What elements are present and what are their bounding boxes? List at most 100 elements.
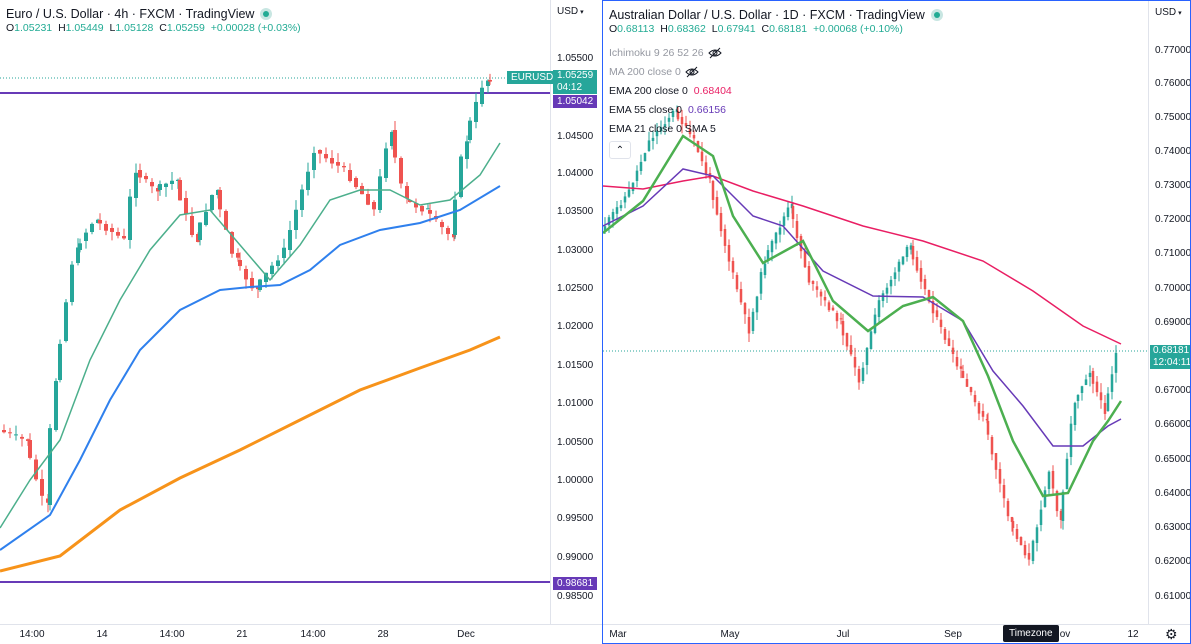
price-tick-label: 0.65000 bbox=[1155, 454, 1191, 465]
candle-body bbox=[78, 243, 82, 250]
candle-body bbox=[631, 182, 635, 191]
candle-body bbox=[635, 170, 639, 181]
price-tick-label: 0.61000 bbox=[1155, 591, 1191, 602]
candle-body bbox=[951, 347, 955, 355]
candle-body bbox=[210, 194, 214, 210]
candle-body bbox=[54, 381, 58, 430]
candle-body bbox=[224, 211, 228, 230]
candle-body bbox=[723, 229, 727, 246]
ema21-line bbox=[603, 134, 1123, 498]
candle-body bbox=[841, 321, 845, 336]
candle-body bbox=[927, 290, 931, 302]
indicator-ma200[interactable]: MA 200 close 0 bbox=[609, 62, 943, 81]
candle-body bbox=[198, 222, 202, 240]
candle-body bbox=[667, 117, 671, 122]
candle-body bbox=[34, 459, 38, 480]
candle-body bbox=[778, 227, 782, 235]
candle-body bbox=[684, 123, 688, 127]
candle-body bbox=[877, 300, 881, 317]
currency-label[interactable]: USD ▾ bbox=[1155, 7, 1182, 18]
candle-body bbox=[659, 127, 663, 132]
candle-body bbox=[1015, 529, 1019, 539]
candle-body bbox=[420, 206, 424, 212]
candle-body bbox=[651, 137, 655, 141]
candle-body bbox=[1073, 402, 1077, 425]
candle-body bbox=[711, 181, 715, 200]
eye-crossed-icon[interactable] bbox=[707, 47, 722, 59]
gear-icon[interactable]: ⚙ bbox=[1165, 626, 1178, 642]
candle-body bbox=[905, 246, 909, 257]
audusd-chart-pane[interactable]: Australian Dollar / U.S. Dollar · 1D · F… bbox=[602, 0, 1191, 644]
candle-body bbox=[845, 333, 849, 347]
price-tick-label: 0.70000 bbox=[1155, 283, 1191, 294]
candle-body bbox=[244, 269, 248, 280]
eurusd-chart-pane[interactable]: Euro / U.S. Dollar · 4h · FXCM · Trading… bbox=[0, 0, 602, 644]
eurusd-price-scale[interactable]: USD ▾ 1.05500 1.04500 1.04000 1.03500 1.03000… bbox=[507, 0, 602, 624]
candle-body bbox=[264, 272, 268, 282]
candle-body bbox=[20, 436, 24, 439]
hline-lower-tag: 0.98681 bbox=[553, 577, 598, 590]
candle-body bbox=[178, 180, 182, 201]
candle-body bbox=[782, 216, 786, 226]
indicator-ema21[interactable]: EMA 21 close 0 SMA 5 bbox=[609, 122, 716, 135]
candle-body bbox=[1110, 374, 1114, 392]
candle-body bbox=[1055, 491, 1059, 512]
price-tick-label: 1.01000 bbox=[557, 398, 594, 409]
candle-body bbox=[692, 135, 696, 139]
price-tick-label: 0.99000 bbox=[557, 552, 594, 563]
change-value: +0.00068 (+0.10%) bbox=[812, 23, 903, 35]
candle-body bbox=[474, 101, 478, 122]
candle-body bbox=[747, 317, 751, 334]
price-tick-label: 0.66000 bbox=[1155, 419, 1191, 430]
change-value: +0.00028 (+0.03%) bbox=[210, 22, 301, 34]
candle-body bbox=[969, 387, 973, 393]
candle-body bbox=[1023, 545, 1027, 556]
candle-body bbox=[342, 166, 346, 168]
candle-body bbox=[378, 176, 382, 210]
indicator-ema55[interactable]: EMA 55 close 0 0.66156 bbox=[609, 103, 726, 116]
candle-body bbox=[90, 223, 94, 232]
price-tick-label: 0.64000 bbox=[1155, 488, 1191, 499]
candle-body bbox=[973, 395, 977, 403]
indicator-ema200[interactable]: EMA 200 close 0 0.68404 bbox=[609, 84, 732, 97]
audusd-price-scale[interactable]: USD ▾ 0.77000 0.76000 0.75000 0.74000 0.73000… bbox=[1148, 1, 1191, 625]
candle-body bbox=[727, 245, 731, 262]
candle-body bbox=[715, 197, 719, 215]
collapse-legend-button[interactable]: ⌃ bbox=[609, 141, 631, 159]
candle-body bbox=[799, 236, 803, 252]
candle-body bbox=[428, 210, 432, 214]
price-tick-label: 1.04500 bbox=[557, 131, 594, 142]
eurusd-time-scale[interactable]: 14:00 14 14:00 21 14:00 28 Dec bbox=[0, 624, 602, 644]
candle-body bbox=[384, 148, 388, 178]
eye-crossed-icon[interactable] bbox=[685, 66, 699, 78]
candle-body bbox=[336, 162, 340, 166]
candle-body bbox=[393, 130, 397, 158]
candle-body bbox=[1019, 537, 1023, 546]
candle-body bbox=[76, 247, 80, 263]
indicator-ichimoku[interactable]: Ichimoku 9 26 52 26 bbox=[609, 43, 943, 62]
candle-body bbox=[190, 216, 194, 235]
candle-body bbox=[739, 289, 743, 303]
candle-body bbox=[70, 264, 74, 302]
last-price-tag: 1.05259 04:12 bbox=[553, 70, 598, 94]
symbol-title[interactable]: Euro / U.S. Dollar · 4h · FXCM · Trading… bbox=[6, 6, 255, 21]
price-tick-label: 0.74000 bbox=[1155, 146, 1191, 157]
candle-body bbox=[204, 211, 208, 225]
candle-body bbox=[312, 152, 316, 170]
candle-body bbox=[1006, 501, 1010, 517]
currency-label[interactable]: USD ▾ bbox=[557, 6, 584, 17]
candle-body bbox=[446, 228, 450, 234]
candle-body bbox=[935, 310, 939, 317]
price-tick-label: 0.75000 bbox=[1155, 112, 1191, 123]
candle-body bbox=[1043, 490, 1047, 507]
audusd-plot-area[interactable] bbox=[603, 1, 1148, 624]
audusd-time-scale[interactable]: Mar May Jul Sep ov 12 Timezone ⚙ bbox=[603, 624, 1190, 643]
candle-body bbox=[680, 117, 684, 125]
hline-upper-tag: 1.05042 bbox=[553, 95, 598, 108]
eurusd-plot-area[interactable] bbox=[0, 0, 550, 624]
symbol-title[interactable]: Australian Dollar / U.S. Dollar · 1D · F… bbox=[609, 7, 925, 22]
candle-body bbox=[643, 153, 647, 161]
candle-body bbox=[861, 367, 865, 381]
candle-body bbox=[915, 257, 919, 271]
candle-body bbox=[770, 240, 774, 253]
